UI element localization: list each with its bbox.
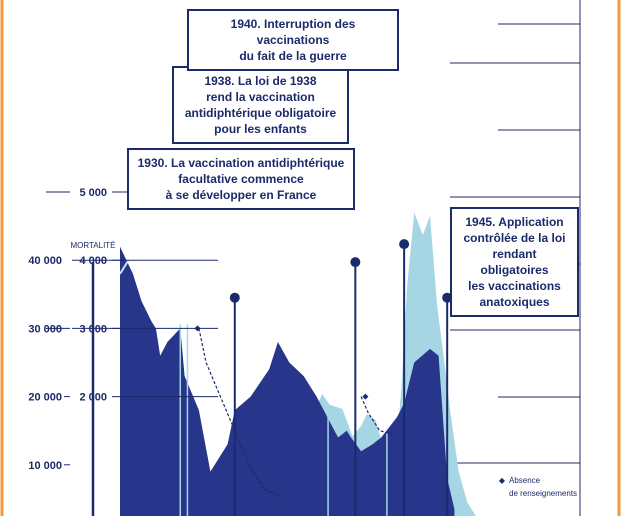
annotation-box: 1938. La loi de 1938 rend la vaccination… [172, 66, 349, 144]
missing-data-marker [362, 393, 369, 400]
primary-tick-label: 20 000 [28, 392, 62, 404]
annotation-marker [442, 292, 453, 303]
annotation-marker [399, 239, 410, 250]
annotation-box: 1945. Application contrôlée de la loi re… [450, 207, 579, 317]
primary-tick-label: 40 000 [28, 255, 62, 267]
mortality-area [120, 246, 455, 516]
annotation-box: 1940. Interruption des vaccinations du f… [187, 9, 399, 71]
mortality-tick-label: 4 000 [79, 255, 107, 267]
annotation-box: 1930. La vaccination antidiphtérique fac… [127, 148, 355, 210]
missing-data-line [360, 396, 396, 438]
mortality-highlight [119, 259, 130, 275]
mortality-tick-label: 3 000 [79, 323, 107, 335]
legend-text: Absence [509, 476, 541, 485]
mortality-tick-label: 2 000 [79, 392, 107, 404]
annotation-marker [350, 257, 361, 268]
annotation-marker [229, 292, 240, 303]
mortality-axis-label: MORTALITÉ [70, 241, 115, 250]
legend-symbol: ◆ [499, 476, 506, 485]
missing-data-line [198, 328, 284, 501]
legend-text: de renseignements [509, 489, 577, 498]
primary-tick-label: 30 000 [28, 323, 62, 335]
mortality-tick-label: 5 000 [79, 187, 107, 199]
primary-tick-label: 10 000 [28, 460, 62, 472]
